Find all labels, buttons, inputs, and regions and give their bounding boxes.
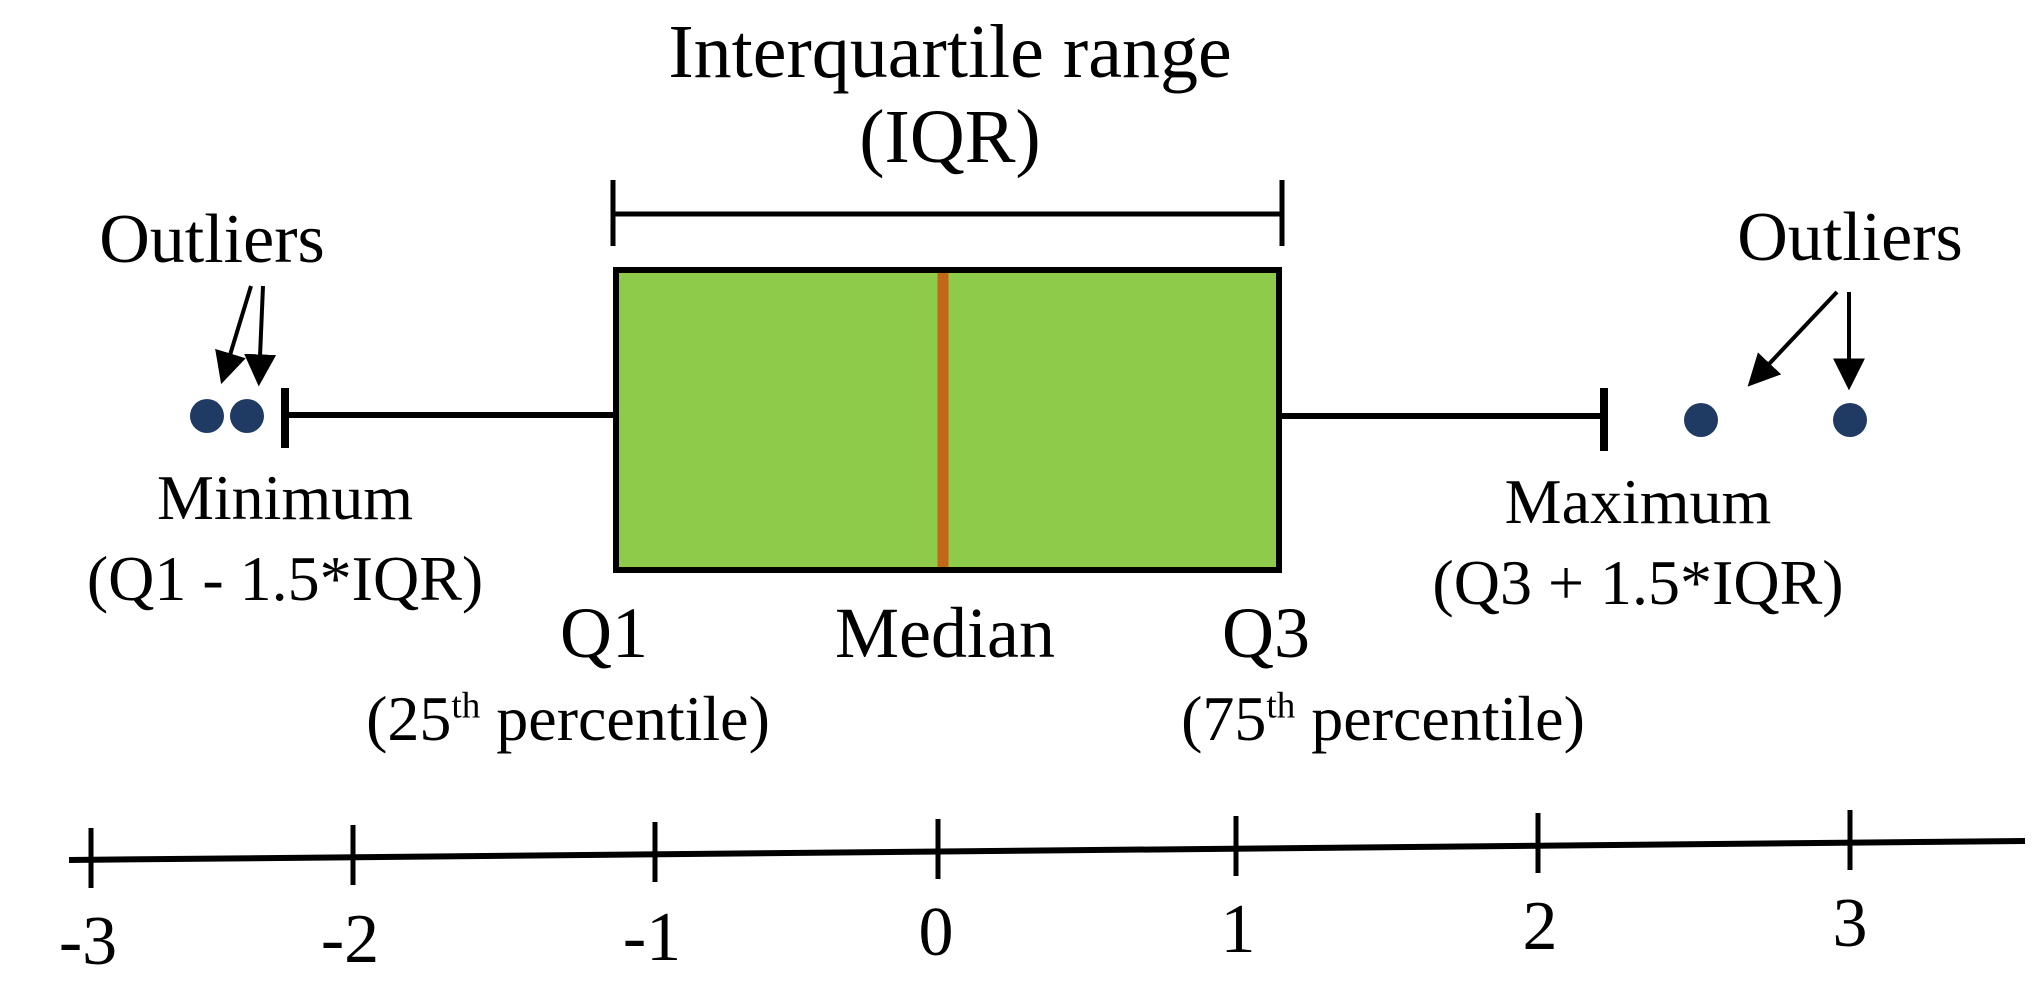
percentile-25-prefix: (25 [366, 683, 452, 754]
chart-title-line2: (IQR) [859, 95, 1041, 180]
percentile-75-label: (75th percentile) [1181, 682, 1585, 756]
minimum-annotation: Minimum (Q1 - 1.5*IQR) [87, 458, 483, 619]
q3-label: Q3 [1222, 593, 1310, 673]
outlier-dot-left-1 [190, 399, 224, 433]
chart-title-line1: Interquartile range [668, 10, 1232, 94]
axis-label-0: 0 [918, 894, 954, 971]
axis-label-1: 1 [1220, 891, 1256, 968]
maximum-formula: (Q3 + 1.5*IQR) [1432, 546, 1844, 618]
percentile-25-sup: th [451, 685, 481, 727]
percentile-75-suffix: percentile) [1295, 683, 1585, 754]
q1-label: Q1 [560, 593, 648, 673]
axis-label-neg3: -3 [58, 903, 118, 980]
axis-label-neg1: -1 [622, 899, 682, 976]
outliers-label-right: Outliers [1737, 199, 1963, 276]
median-label: Median [835, 593, 1055, 673]
left-outlier-arrow-1 [215, 285, 253, 385]
maximum-label: Maximum [1504, 466, 1772, 537]
minimum-label: Minimum [156, 462, 414, 533]
axis-label-2: 2 [1522, 888, 1558, 965]
percentile-25-suffix: percentile) [480, 683, 770, 754]
outlier-dot-right-2 [1833, 403, 1867, 437]
percentile-75-sup: th [1266, 685, 1296, 727]
axis-line [68, 838, 2026, 863]
outliers-label-left: Outliers [99, 201, 325, 278]
chart-title: Interquartile range (IQR) [668, 10, 1231, 180]
right-outlier-arrow-1 [1747, 290, 1839, 387]
minimum-formula: (Q1 - 1.5*IQR) [86, 542, 484, 614]
percentile-25-label: (25th percentile) [366, 682, 770, 756]
maximum-annotation: Maximum (Q3 + 1.5*IQR) [1432, 462, 1843, 623]
outlier-dot-left-2 [230, 399, 264, 433]
outlier-dot-right-1 [1684, 403, 1718, 437]
axis-label-3: 3 [1832, 885, 1868, 962]
left-outlier-arrow-2 [244, 285, 277, 387]
percentile-75-prefix: (75 [1181, 683, 1267, 754]
axis-label-neg2: -2 [320, 901, 380, 978]
